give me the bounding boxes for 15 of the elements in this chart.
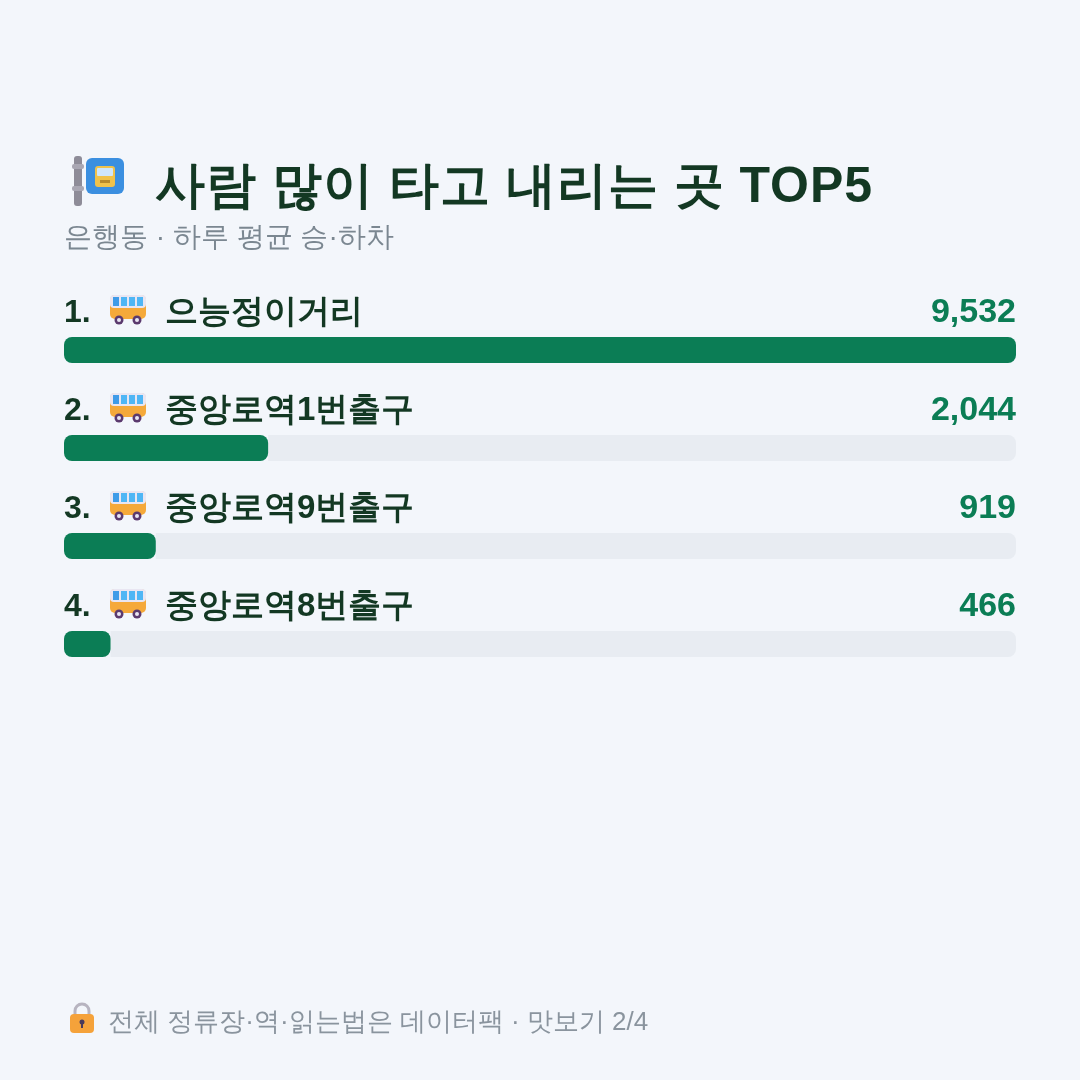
value-label: 2,044 (930, 389, 1016, 427)
rank: 1. (64, 293, 91, 329)
chart-title: 사람 많이 타고 내리는 곳 TOP5 (155, 157, 874, 213)
category-label: 으능정이거리 (165, 292, 363, 329)
category-label: 중앙로역8번출구 (165, 586, 415, 623)
chart-subtitle: 은행동 · 하루 평균 승·하차 (64, 221, 394, 252)
category-label: 중앙로역9번출구 (165, 488, 415, 525)
category-label: 중앙로역1번출구 (165, 390, 415, 427)
rank: 4. (64, 587, 91, 623)
annotation: 전체 정류장·역·읽는법은 데이터팩 · 맛보기 2/4 (108, 1006, 649, 1036)
rank: 2. (64, 391, 91, 427)
value-label: 9,532 (930, 291, 1016, 329)
value-label: 466 (959, 585, 1016, 623)
rank: 3. (64, 489, 91, 525)
value-label: 919 (959, 487, 1016, 525)
